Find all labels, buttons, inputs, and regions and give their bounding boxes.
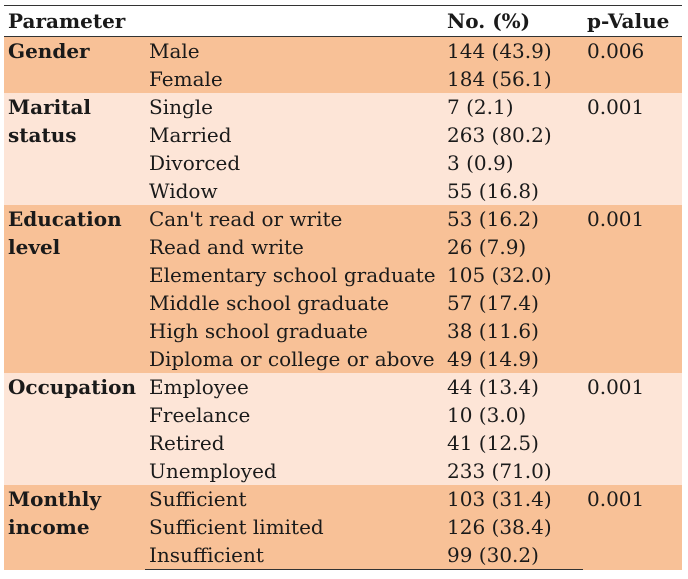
table-row: Married 263 (80.2) xyxy=(4,121,682,149)
count-cell: 49 (14.9) xyxy=(443,345,583,373)
pvalue-cell: 0.006 xyxy=(583,36,682,93)
parameter-label: Occupation xyxy=(4,373,145,485)
category-cell: Married xyxy=(145,121,443,149)
parameter-label: Marital status xyxy=(4,93,145,205)
header-row: Parameter No. (%) p-Value xyxy=(4,5,682,37)
count-cell: 263 (80.2) xyxy=(443,121,583,149)
table-row: Female 184 (56.1) xyxy=(4,65,682,93)
count-cell: 55 (16.8) xyxy=(443,177,583,205)
count-cell: 26 (7.9) xyxy=(443,233,583,261)
header-pvalue: p-Value xyxy=(583,5,682,37)
count-cell: 233 (71.0) xyxy=(443,457,583,485)
category-cell: Sufficient xyxy=(145,485,443,513)
pvalue-cell: 0.001 xyxy=(583,205,682,373)
category-cell: Divorced xyxy=(145,149,443,177)
category-cell: Male xyxy=(145,36,443,65)
table-row: Middle school graduate 57 (17.4) xyxy=(4,289,682,317)
table-row: Sufficient limited 126 (38.4) xyxy=(4,513,682,541)
table-header: Parameter No. (%) p-Value xyxy=(4,5,682,37)
table-row: Divorced 3 (0.9) xyxy=(4,149,682,177)
parameter-label: Gender xyxy=(4,36,145,93)
count-cell: 41 (12.5) xyxy=(443,429,583,457)
header-category xyxy=(145,5,443,37)
category-cell: Employee xyxy=(145,373,443,401)
table-row: Read and write 26 (7.9) xyxy=(4,233,682,261)
table-row: Freelance 10 (3.0) xyxy=(4,401,682,429)
count-cell: 53 (16.2) xyxy=(443,205,583,233)
demographics-table: Parameter No. (%) p-Value Gender Male 144 … xyxy=(4,5,682,570)
count-cell: 144 (43.9) xyxy=(443,36,583,65)
count-cell: 99 (30.2) xyxy=(443,541,583,570)
table-row: Unemployed 233 (71.0) xyxy=(4,457,682,485)
count-cell: 10 (3.0) xyxy=(443,401,583,429)
count-cell: 3 (0.9) xyxy=(443,149,583,177)
count-cell: 126 (38.4) xyxy=(443,513,583,541)
count-cell: 103 (31.4) xyxy=(443,485,583,513)
table-row: Marital status Single 7 (2.1) 0.001 xyxy=(4,93,682,205)
category-cell: Retired xyxy=(145,429,443,457)
count-cell: 184 (56.1) xyxy=(443,65,583,93)
category-cell: Widow xyxy=(145,177,443,205)
category-cell: Female xyxy=(145,65,443,93)
category-cell: Freelance xyxy=(145,401,443,429)
table-row: Occupation Employee 44 (13.4) 0.001 xyxy=(4,373,682,485)
parameter-label: Monthly income xyxy=(4,485,145,570)
table-row: Diploma or college or above 49 (14.9) xyxy=(4,345,682,373)
category-cell: Sufficient limited xyxy=(145,513,443,541)
category-cell: High school graduate xyxy=(145,317,443,345)
table-row: High school graduate 38 (11.6) xyxy=(4,317,682,345)
count-cell: 105 (32.0) xyxy=(443,261,583,289)
category-cell: Read and write xyxy=(145,233,443,261)
category-cell: Unemployed xyxy=(145,457,443,485)
table-row: Monthly income Sufficient 103 (31.4) 0.001 xyxy=(4,485,682,570)
pvalue-cell: 0.001 xyxy=(583,485,682,570)
category-cell: Middle school graduate xyxy=(145,289,443,317)
category-cell: Can't read or write xyxy=(145,205,443,233)
count-cell: 38 (11.6) xyxy=(443,317,583,345)
table-row: Gender Male 144 (43.9) 0.006 xyxy=(4,36,682,93)
header-count: No. (%) xyxy=(443,5,583,37)
parameter-label: Education level xyxy=(4,205,145,373)
category-cell: Insufficient xyxy=(145,541,443,570)
table-row: Widow 55 (16.8) xyxy=(4,177,682,205)
table-row: Retired 41 (12.5) xyxy=(4,429,682,457)
table-body: Gender Male 144 (43.9) 0.006 Female 184 (56.1… xyxy=(4,36,682,570)
category-cell: Elementary school graduate xyxy=(145,261,443,289)
table-row: Elementary school graduate 105 (32.0) xyxy=(4,261,682,289)
pvalue-cell: 0.001 xyxy=(583,93,682,205)
category-cell: Single xyxy=(145,93,443,121)
header-parameter: Parameter xyxy=(4,5,145,37)
table-row: Education level Can't read or write 53 (16… xyxy=(4,205,682,373)
count-cell: 7 (2.1) xyxy=(443,93,583,121)
count-cell: 57 (17.4) xyxy=(443,289,583,317)
category-cell: Diploma or college or above xyxy=(145,345,443,373)
table-row: Insufficient 99 (30.2) xyxy=(4,541,682,570)
count-cell: 44 (13.4) xyxy=(443,373,583,401)
pvalue-cell: 0.001 xyxy=(583,373,682,485)
